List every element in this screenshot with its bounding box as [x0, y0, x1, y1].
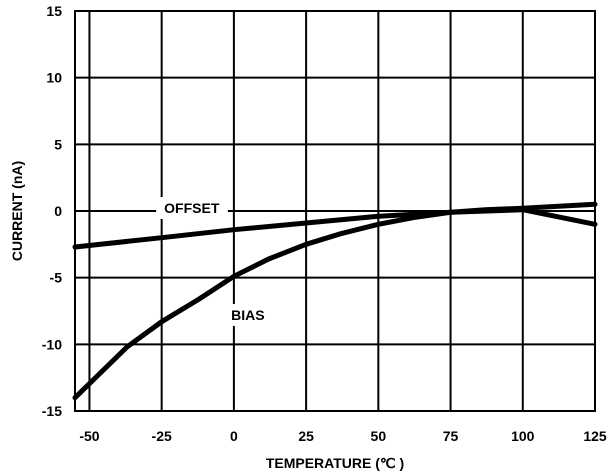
series-lines [72, 201, 598, 401]
series-label-text: BIAS [231, 307, 264, 323]
x-tick-label: 25 [298, 428, 314, 444]
x-tick-label: 100 [511, 428, 535, 444]
y-tick-label: 5 [54, 136, 62, 152]
series-label-bg [156, 197, 228, 219]
y-tick-labels: 15 10 5 0 -5 -10 -15 [42, 3, 62, 419]
series-label-bias: BIAS [223, 304, 273, 326]
x-tick-label: 0 [230, 428, 238, 444]
y-tick-label: -15 [42, 403, 62, 419]
series-label-offset: OFFSET [156, 197, 228, 219]
x-tick-label: -25 [152, 428, 172, 444]
y-tick-label: 10 [46, 70, 62, 86]
y-tick-label: 15 [46, 3, 62, 19]
series-line-offset [72, 207, 598, 250]
y-tick-label: 0 [54, 203, 62, 219]
x-axis-label: TEMPERATURE (℃ ) [266, 455, 404, 471]
x-tick-label: 75 [443, 428, 459, 444]
x-tick-label: 125 [583, 428, 607, 444]
plot-frame [74, 10, 596, 412]
x-tick-labels: -50 -25 0 25 50 75 100 125 [79, 428, 607, 444]
x-tick-label: -50 [79, 428, 99, 444]
series-label-text: OFFSET [164, 200, 220, 216]
series-labels: OFFSET BIAS [156, 197, 273, 326]
series-label-bg [223, 304, 273, 326]
x-tick-label: 50 [371, 428, 387, 444]
y-tick-label: -5 [50, 270, 63, 286]
y-tick-label: -10 [42, 336, 62, 352]
y-axis-label: CURRENT (nA) [9, 161, 25, 261]
series-line-bias [72, 201, 598, 401]
